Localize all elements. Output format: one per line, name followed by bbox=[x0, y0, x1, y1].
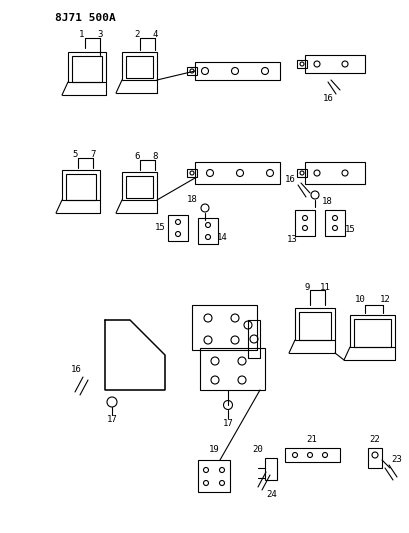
Bar bbox=[367, 448, 381, 468]
Text: 8J71 500A: 8J71 500A bbox=[55, 13, 115, 23]
Text: 22: 22 bbox=[369, 435, 380, 445]
Text: 4: 4 bbox=[152, 29, 157, 38]
Text: 8: 8 bbox=[152, 151, 157, 160]
Text: 9: 9 bbox=[303, 282, 309, 292]
Bar bbox=[294, 210, 314, 236]
Bar bbox=[66, 174, 96, 200]
Bar bbox=[284, 448, 339, 462]
Bar bbox=[296, 169, 306, 177]
Text: 12: 12 bbox=[379, 295, 389, 304]
Bar bbox=[304, 55, 364, 73]
Bar bbox=[62, 170, 100, 200]
Text: 23: 23 bbox=[391, 456, 401, 464]
Bar bbox=[247, 320, 259, 358]
Text: 24: 24 bbox=[266, 490, 277, 499]
Text: 1: 1 bbox=[79, 29, 85, 38]
Bar bbox=[191, 305, 256, 350]
Text: 18: 18 bbox=[186, 196, 197, 205]
Text: 16: 16 bbox=[284, 175, 294, 184]
Text: 6: 6 bbox=[134, 151, 139, 160]
Bar bbox=[122, 172, 157, 200]
Bar bbox=[296, 60, 306, 68]
Bar bbox=[198, 218, 218, 244]
Bar bbox=[168, 215, 188, 241]
Bar bbox=[126, 56, 153, 78]
Bar bbox=[304, 162, 364, 184]
Text: 20: 20 bbox=[252, 446, 263, 455]
Bar bbox=[122, 52, 157, 80]
Text: 15: 15 bbox=[154, 223, 165, 232]
Text: 15: 15 bbox=[344, 225, 355, 235]
Bar bbox=[353, 319, 390, 347]
Bar bbox=[126, 176, 153, 198]
Bar bbox=[200, 348, 264, 390]
Bar bbox=[68, 52, 106, 82]
Bar bbox=[195, 62, 279, 80]
Bar bbox=[72, 56, 102, 82]
Bar bbox=[349, 315, 394, 347]
Text: 16: 16 bbox=[322, 93, 333, 102]
Text: 14: 14 bbox=[216, 233, 227, 243]
Bar bbox=[264, 458, 276, 480]
Bar bbox=[324, 210, 344, 236]
Text: 17: 17 bbox=[106, 416, 117, 424]
Bar bbox=[294, 308, 334, 340]
Bar bbox=[195, 162, 279, 184]
Text: 13: 13 bbox=[286, 236, 297, 245]
Text: 2: 2 bbox=[134, 29, 139, 38]
Text: 3: 3 bbox=[97, 29, 102, 38]
Text: 19: 19 bbox=[208, 446, 219, 455]
Text: 7: 7 bbox=[90, 149, 95, 158]
Text: 21: 21 bbox=[306, 435, 317, 445]
Text: 5: 5 bbox=[72, 149, 77, 158]
Bar bbox=[198, 460, 229, 492]
Bar bbox=[187, 169, 196, 177]
Text: 18: 18 bbox=[321, 198, 332, 206]
Bar bbox=[298, 312, 330, 340]
Polygon shape bbox=[105, 320, 164, 390]
Bar bbox=[187, 67, 196, 75]
Text: 11: 11 bbox=[319, 282, 330, 292]
Text: 17: 17 bbox=[222, 419, 233, 429]
Text: 16: 16 bbox=[70, 366, 81, 375]
Text: 10: 10 bbox=[354, 295, 364, 304]
